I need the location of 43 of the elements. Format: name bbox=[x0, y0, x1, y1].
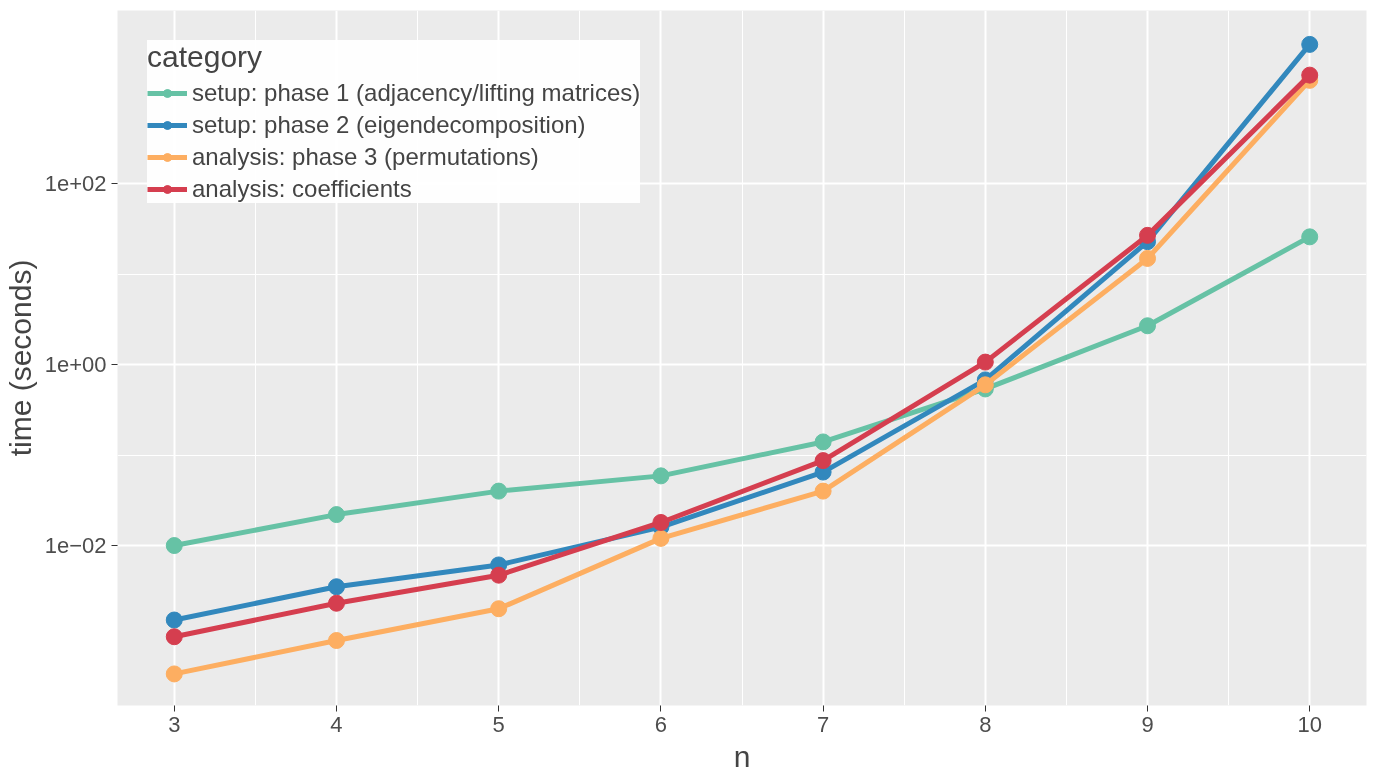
point bbox=[652, 513, 670, 531]
x-tick-label: 8 bbox=[979, 711, 992, 737]
point bbox=[976, 376, 994, 394]
point bbox=[976, 353, 994, 371]
point bbox=[490, 482, 508, 500]
x-axis-title: n bbox=[733, 739, 751, 773]
point bbox=[814, 452, 832, 470]
point bbox=[490, 566, 508, 584]
x-tick-label: 10 bbox=[1297, 711, 1322, 737]
x-tick-label: 6 bbox=[654, 711, 668, 737]
legend-label: analysis: phase 3 (permutations) bbox=[192, 143, 539, 171]
legend-title: category bbox=[147, 40, 264, 74]
point bbox=[814, 433, 832, 451]
point bbox=[165, 611, 183, 629]
legend-label: setup: phase 2 (eigendecomposition) bbox=[192, 111, 586, 139]
x-tick-label: 9 bbox=[1141, 711, 1154, 737]
point bbox=[814, 482, 832, 500]
point bbox=[1139, 317, 1157, 335]
point bbox=[327, 594, 345, 612]
y-axis-title: time (seconds) bbox=[3, 259, 37, 457]
point bbox=[490, 600, 508, 618]
point bbox=[1301, 35, 1319, 53]
point bbox=[1139, 226, 1157, 244]
point bbox=[652, 467, 670, 485]
point bbox=[165, 628, 183, 646]
point bbox=[1301, 66, 1319, 84]
x-tick-label: 7 bbox=[816, 711, 830, 737]
y-tick-label: 1e+00 bbox=[44, 352, 107, 378]
point bbox=[1139, 249, 1157, 267]
y-tick-label: 1e+02 bbox=[44, 171, 107, 197]
x-tick-label: 4 bbox=[330, 711, 343, 737]
point bbox=[652, 529, 670, 547]
x-tick-label: 5 bbox=[492, 711, 505, 737]
point bbox=[165, 537, 183, 555]
point bbox=[327, 578, 345, 596]
y-tick-label: 1e−02 bbox=[44, 533, 107, 559]
point bbox=[165, 665, 183, 683]
point bbox=[327, 506, 345, 524]
point bbox=[1301, 228, 1319, 246]
point bbox=[327, 632, 345, 649]
legend-label: setup: phase 1 (adjacency/lifting matrices) bbox=[192, 79, 641, 107]
legend-label: analysis: coefficients bbox=[192, 175, 412, 203]
x-tick-label: 3 bbox=[168, 711, 181, 737]
